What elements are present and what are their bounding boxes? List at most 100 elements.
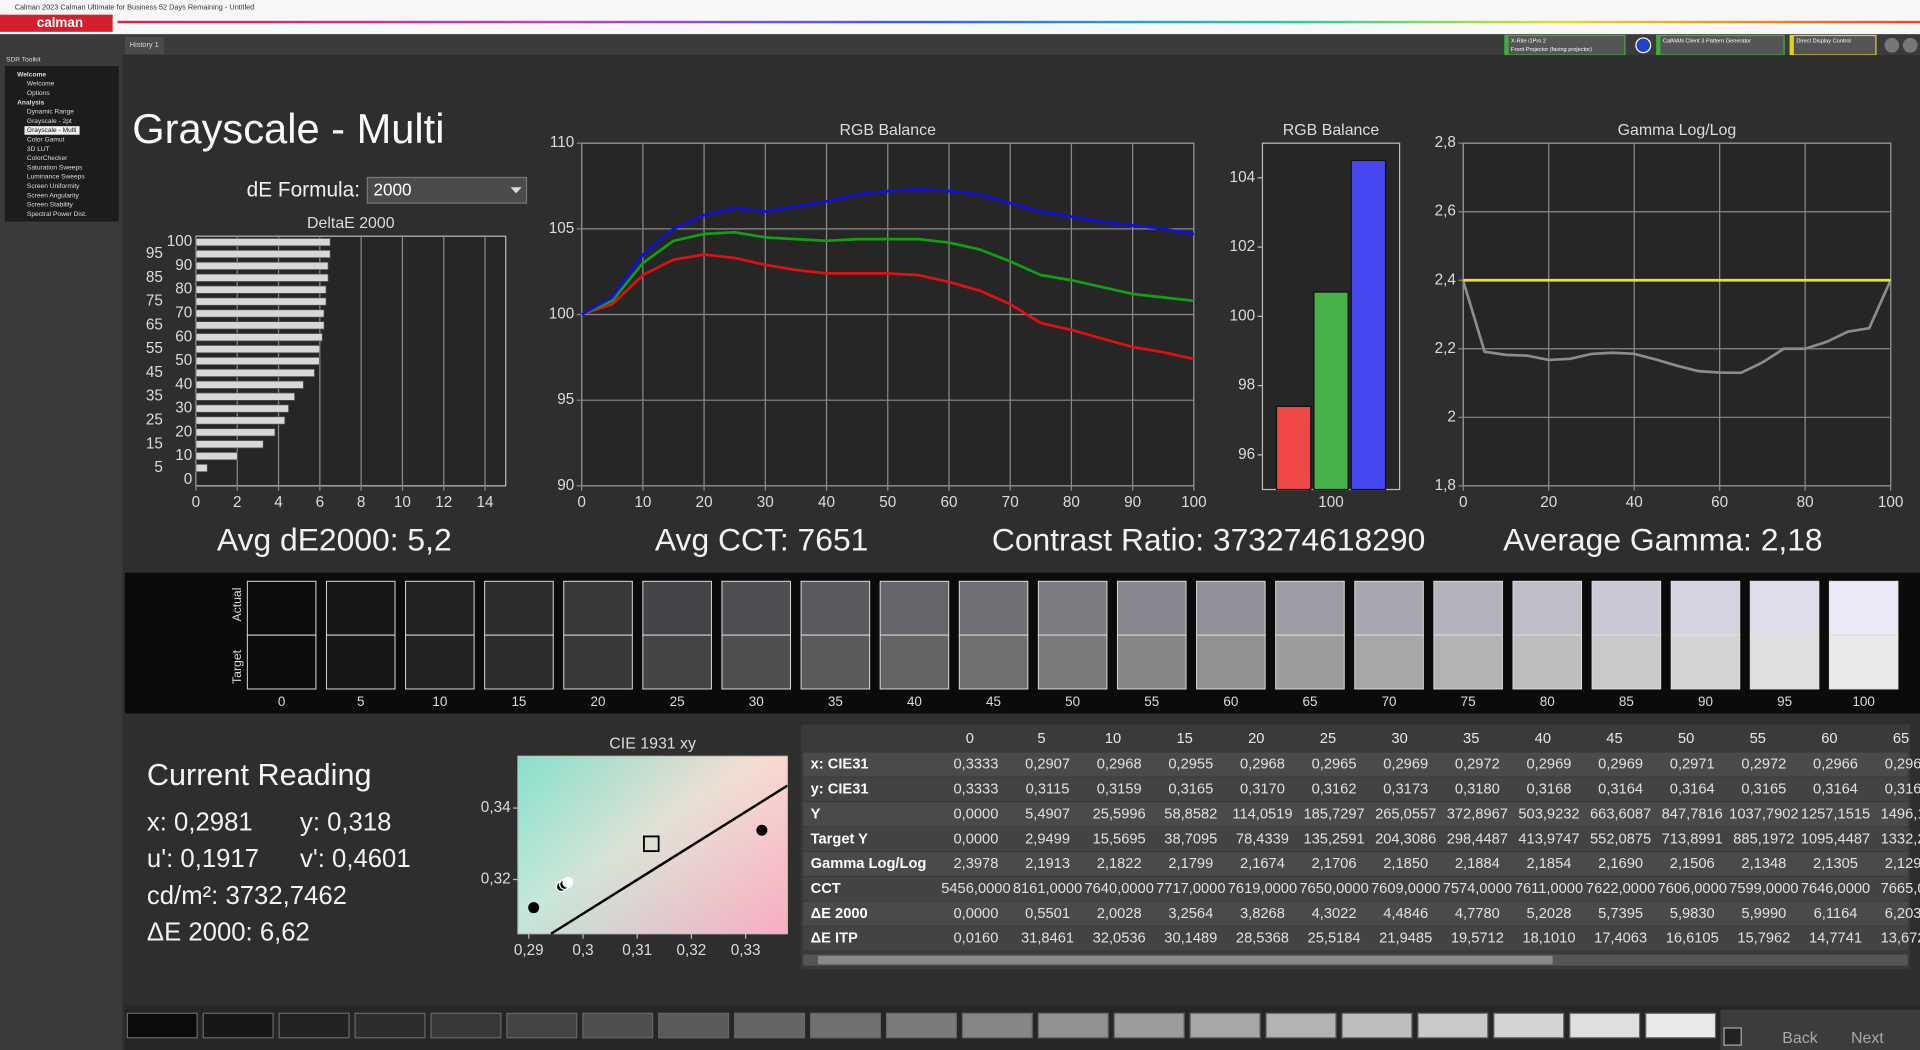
- bottom-swatch[interactable]: [734, 1012, 806, 1039]
- table-row: [803, 926, 1908, 951]
- sidebar-item[interactable]: Grayscale - Multi: [27, 127, 77, 134]
- bottom-swatch[interactable]: [202, 1012, 274, 1039]
- rainbow-strip: [117, 20, 1920, 24]
- de-formula-select[interactable]: [366, 176, 528, 204]
- window-title: Calman 2023 Calman Ultimate for Business…: [15, 2, 255, 11]
- cell: 0,2965: [1312, 757, 1357, 773]
- y-tick-label: 10: [175, 447, 192, 464]
- bottom-swatch[interactable]: [1493, 1012, 1565, 1039]
- row-label: Gamma Log/Log: [811, 856, 927, 872]
- bottom-swatch[interactable]: [1645, 1012, 1717, 1039]
- y-tick-label: 0: [184, 471, 193, 488]
- cell: 4,3022: [1312, 906, 1357, 922]
- reading-field: u': 0,1917: [147, 845, 259, 873]
- bottom-swatch[interactable]: [885, 1012, 957, 1039]
- sidebar-item[interactable]: Grayscale - 2pt: [27, 118, 72, 125]
- x-tick-label: 80: [1063, 494, 1080, 511]
- swatch-actual: [1591, 580, 1662, 636]
- brand-button[interactable]: [0, 14, 113, 32]
- swatch-target: [1828, 634, 1899, 690]
- cell: 885,1972: [1733, 831, 1794, 847]
- bottom-swatch[interactable]: [1113, 1012, 1185, 1039]
- gamut-edge: [550, 784, 788, 935]
- bar: [195, 368, 315, 377]
- swatch-label: 0: [278, 694, 285, 709]
- swatch-actual: [1828, 580, 1899, 636]
- plot-tint: [517, 756, 788, 934]
- sidebar-item[interactable]: Saturation Sweeps: [27, 164, 83, 171]
- swatch-label: 50: [1065, 694, 1080, 709]
- chart-title: Gamma Log/Log: [1618, 122, 1737, 139]
- swatch-target: [800, 634, 871, 690]
- swatch-target: [1196, 634, 1266, 690]
- cell: 78,4339: [1236, 831, 1289, 847]
- sidebar-item[interactable]: Color Gamut: [27, 137, 65, 144]
- de-formula-value: 2000: [373, 179, 411, 199]
- x-tick-label: 14: [477, 494, 495, 511]
- bottom-swatch[interactable]: [1417, 1012, 1489, 1039]
- swatch-target: [879, 634, 950, 690]
- help-icon[interactable]: [1902, 37, 1918, 53]
- next-button[interactable]: Next: [1851, 1030, 1884, 1047]
- bottom-swatch[interactable]: [961, 1012, 1033, 1039]
- sidebar-item[interactable]: Options: [27, 90, 50, 97]
- scrollbar-thumb[interactable]: [817, 955, 1553, 965]
- table-row: [803, 777, 1908, 802]
- cell: 0,3164: [1813, 782, 1858, 798]
- connect-icon[interactable]: [1635, 37, 1652, 54]
- sidebar-item[interactable]: Welcome: [27, 81, 55, 88]
- chart-title: RGB Balance: [1283, 122, 1380, 139]
- bottom-swatch[interactable]: [582, 1012, 654, 1039]
- bottom-swatch[interactable]: [354, 1012, 426, 1039]
- swatch-actual: [958, 580, 1029, 636]
- cell: 2,1305: [1813, 856, 1858, 872]
- swatch-actual: [879, 580, 950, 636]
- swatch-target: [1116, 634, 1187, 690]
- stop-button[interactable]: [1723, 1027, 1742, 1046]
- bottom-swatch[interactable]: [1037, 1012, 1109, 1039]
- back-button[interactable]: Back: [1782, 1030, 1817, 1047]
- bottom-swatch[interactable]: [1341, 1012, 1413, 1039]
- sidebar-item[interactable]: Analysis: [17, 99, 45, 106]
- cell: 5,9830: [1670, 906, 1715, 922]
- settings-icon[interactable]: [1884, 37, 1900, 53]
- bottom-swatch[interactable]: [810, 1012, 882, 1039]
- cell: 7665,00: [1881, 881, 1920, 897]
- y-tick-label: 85: [146, 269, 163, 286]
- sidebar-item[interactable]: Screen Angularity: [27, 192, 80, 199]
- bottom-swatch[interactable]: [1265, 1012, 1337, 1039]
- y-tick-label: 20: [175, 423, 192, 440]
- cell: 0,2969: [1527, 757, 1572, 773]
- sidebar-item[interactable]: Welcome: [17, 71, 46, 78]
- sidebar-item[interactable]: Screen Stability: [27, 202, 74, 209]
- tab[interactable]: [124, 36, 165, 54]
- bar: [195, 309, 325, 318]
- y-tick-label: 70: [175, 305, 192, 322]
- swatch-actual: [721, 580, 792, 636]
- swatch-target: [1433, 634, 1503, 690]
- cell: 0,3159: [1097, 782, 1142, 798]
- sidebar-items: Welcome Welcome Options Analysis Dynamic Ran…: [17, 71, 87, 218]
- bottom-swatch[interactable]: [126, 1012, 198, 1039]
- sidebar-item[interactable]: Screen Uniformity: [27, 183, 80, 190]
- sidebar-item[interactable]: Luminance Sweeps: [27, 174, 85, 181]
- sidebar-item[interactable]: Dynamic Range: [27, 109, 74, 116]
- y-tick-label: 2,6: [1435, 203, 1456, 220]
- sidebar-item[interactable]: Spectral Power Dist.: [27, 211, 87, 218]
- bottom-swatch[interactable]: [278, 1012, 350, 1039]
- row-label: Actual: [230, 588, 244, 622]
- cell: 1257,1515: [1801, 806, 1870, 822]
- bottom-swatch[interactable]: [1189, 1012, 1261, 1039]
- bottom-swatch[interactable]: [506, 1012, 578, 1039]
- bottom-swatch[interactable]: [658, 1012, 730, 1039]
- cell: 2,1506: [1670, 856, 1715, 872]
- sidebar-item[interactable]: ColorChecker: [27, 155, 68, 162]
- bottom-swatch[interactable]: [430, 1012, 502, 1039]
- table-row: [803, 851, 1908, 876]
- bottom-swatch[interactable]: [1569, 1012, 1641, 1039]
- swatch-label: 15: [511, 694, 526, 709]
- bar: [195, 440, 264, 449]
- metric: Average Gamma: 2,18: [1503, 522, 1823, 558]
- cell: 32,0536: [1093, 931, 1146, 947]
- sidebar-item[interactable]: 3D LUT: [27, 146, 50, 153]
